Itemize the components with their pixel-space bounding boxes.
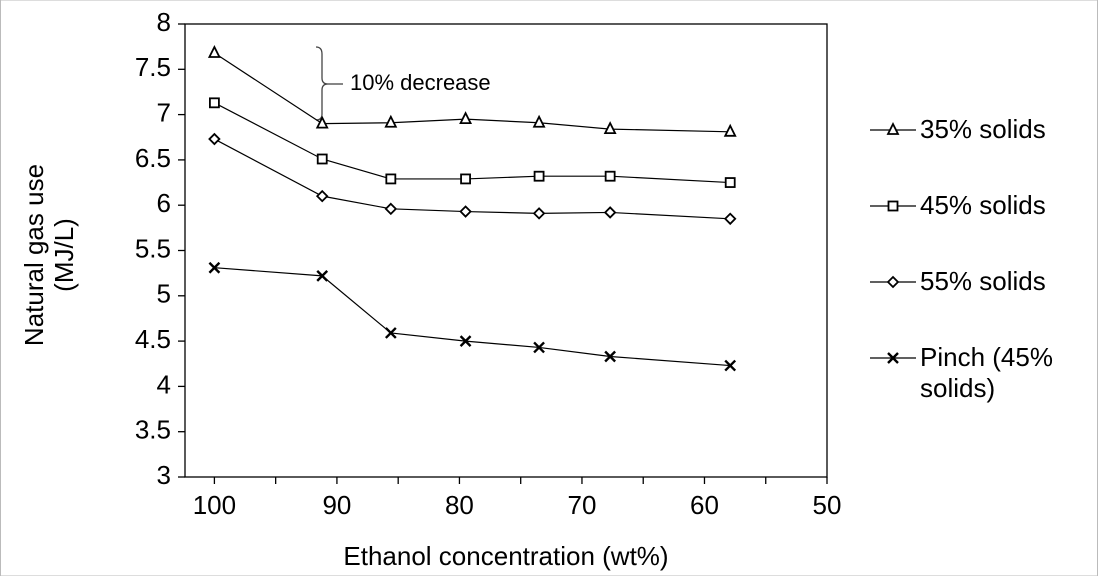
point xyxy=(385,173,397,185)
point xyxy=(208,132,221,146)
point xyxy=(532,207,546,220)
y-tick-label: 5 xyxy=(157,279,171,309)
point xyxy=(209,97,220,109)
point xyxy=(208,261,221,274)
point xyxy=(384,114,398,128)
y-tick-label: 4.5 xyxy=(135,324,171,354)
point xyxy=(724,177,736,188)
point xyxy=(604,170,616,182)
point xyxy=(724,359,737,372)
point xyxy=(384,327,397,339)
legend-label-box: 35% solids xyxy=(920,114,1046,144)
x-tick-label: 100 xyxy=(193,490,236,520)
y-axis-label-box: Natural gas use (MJ/L) xyxy=(19,163,79,347)
legend-label: Pinch (45% solids) xyxy=(920,342,1053,403)
legend-marker xyxy=(886,121,900,135)
point xyxy=(532,114,546,128)
point xyxy=(459,205,472,218)
y-tick-label: 7 xyxy=(157,97,171,127)
x-axis-label: Ethanol concentration (wt%) xyxy=(343,541,668,571)
point xyxy=(459,111,473,125)
legend-label-box: 45% solids xyxy=(920,190,1046,220)
point xyxy=(603,121,617,134)
point xyxy=(207,44,221,58)
x-tick-label: 90 xyxy=(322,490,351,520)
y-tick-label: 6 xyxy=(157,188,171,218)
point xyxy=(315,189,329,203)
x-tick-label: 70 xyxy=(568,490,597,520)
point xyxy=(384,202,398,216)
y-tick-label: 8 xyxy=(157,7,171,37)
legend-label: 35% solids xyxy=(920,114,1046,144)
legend-marker xyxy=(887,200,899,212)
legend-label: 55% solids xyxy=(920,266,1046,296)
annotation: 10% decrease xyxy=(350,70,491,95)
x-tick-label: 50 xyxy=(813,490,842,520)
x-tick-label: 60 xyxy=(690,490,719,520)
y-tick-label: 3 xyxy=(157,460,171,490)
point xyxy=(723,123,737,137)
x-tick-label: 80 xyxy=(445,490,474,520)
point xyxy=(460,173,471,185)
y-axis-label: Natural gas use (MJ/L) xyxy=(19,163,79,347)
point xyxy=(723,212,737,226)
point xyxy=(533,170,545,182)
point xyxy=(603,206,617,219)
legend-label-box: 55% solids xyxy=(920,266,1046,296)
legend-marker xyxy=(886,275,900,289)
legend-marker xyxy=(887,352,899,364)
point xyxy=(533,341,545,354)
point xyxy=(604,350,616,363)
point xyxy=(316,153,328,165)
y-tick-label: 4 xyxy=(157,369,171,399)
point xyxy=(316,270,329,282)
legend-label: 45% solids xyxy=(920,190,1046,220)
y-tick-label: 6.5 xyxy=(135,143,171,173)
legend-label-box: Pinch (45% solids) xyxy=(920,342,1053,403)
y-tick-label: 5.5 xyxy=(135,233,171,263)
y-tick-label: 3.5 xyxy=(135,415,171,445)
point xyxy=(315,115,329,129)
point xyxy=(459,335,472,347)
y-tick-label: 7.5 xyxy=(135,52,171,82)
